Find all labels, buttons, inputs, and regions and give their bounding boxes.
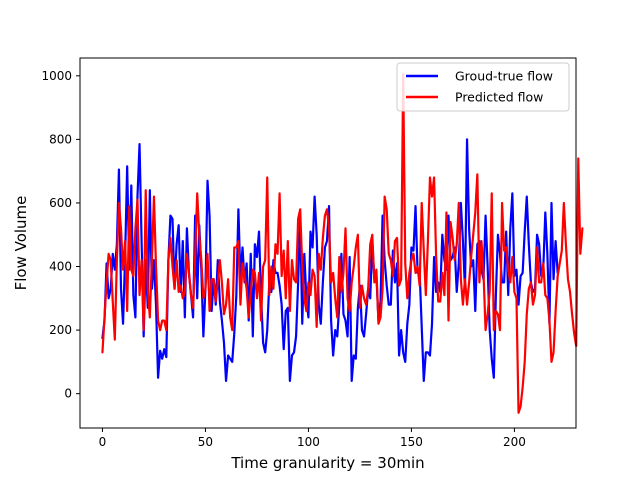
y-tick-label: 600 (49, 196, 72, 210)
x-tick-label: 100 (297, 435, 320, 449)
y-tick-label: 800 (49, 132, 72, 146)
predicted-series-line (101, 73, 584, 414)
series-layer (101, 73, 584, 414)
plot-frame (79, 57, 577, 429)
x-tick-label: 50 (198, 435, 213, 449)
y-tick-label: 200 (49, 323, 72, 337)
legend-label-ground-truth: Groud-true flow (455, 69, 553, 84)
x-tick-label: 200 (503, 435, 526, 449)
legend: Groud-true flow Predicted flow (396, 62, 570, 112)
y-tick-label: 1000 (41, 69, 72, 83)
x-axis-ticks: 0 50 100 150 200 (99, 428, 526, 449)
x-tick-label: 0 (99, 435, 107, 449)
y-tick-label: 0 (64, 387, 72, 401)
legend-label-predicted: Predicted flow (455, 90, 543, 105)
y-axis-label: Flow Volume (12, 196, 30, 291)
y-axis-ticks: 0 200 400 600 800 1000 (41, 69, 80, 401)
x-axis-label: Time granularity = 30min (230, 454, 424, 472)
legend-box (396, 62, 570, 112)
y-tick-label: 400 (49, 260, 72, 274)
x-tick-label: 150 (400, 435, 423, 449)
